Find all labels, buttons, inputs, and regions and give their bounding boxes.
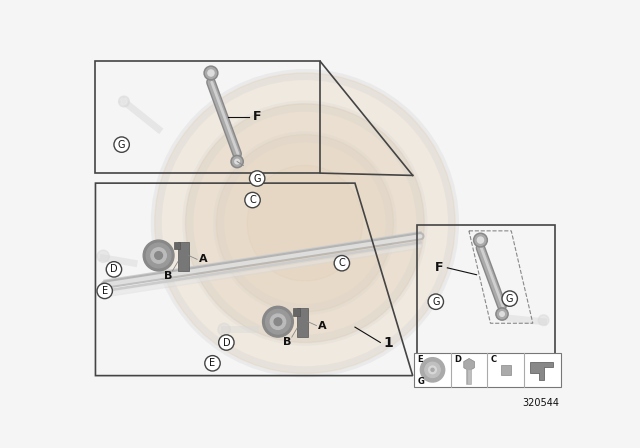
Text: G: G <box>253 173 261 184</box>
Circle shape <box>186 104 424 343</box>
Text: 2: 2 <box>481 356 491 370</box>
Text: G: G <box>432 297 440 307</box>
Circle shape <box>155 73 455 373</box>
Bar <box>174 241 180 250</box>
Bar <box>414 353 561 387</box>
Circle shape <box>121 99 127 104</box>
Text: 320544: 320544 <box>522 398 559 408</box>
Text: C: C <box>249 195 256 205</box>
Text: F: F <box>435 261 444 274</box>
Text: C: C <box>490 355 497 364</box>
Circle shape <box>538 315 549 326</box>
Bar <box>500 365 511 375</box>
Circle shape <box>474 233 488 247</box>
Circle shape <box>219 335 234 350</box>
Circle shape <box>496 308 508 320</box>
Circle shape <box>218 323 230 336</box>
Circle shape <box>266 310 291 334</box>
Circle shape <box>425 362 440 378</box>
Text: B: B <box>164 271 172 280</box>
Circle shape <box>475 235 486 246</box>
Text: G: G <box>118 140 125 150</box>
Circle shape <box>250 171 265 186</box>
Text: D: D <box>110 264 118 274</box>
Circle shape <box>497 310 507 319</box>
Circle shape <box>147 243 171 268</box>
Circle shape <box>97 250 109 263</box>
Circle shape <box>431 368 434 371</box>
Circle shape <box>151 248 166 263</box>
Bar <box>297 308 308 337</box>
Polygon shape <box>530 362 553 379</box>
Text: F: F <box>253 110 261 123</box>
Text: A: A <box>198 254 207 264</box>
Text: E: E <box>209 358 216 368</box>
Circle shape <box>262 306 293 337</box>
Circle shape <box>235 159 239 164</box>
Circle shape <box>274 318 282 326</box>
Circle shape <box>97 283 113 299</box>
Circle shape <box>231 155 243 168</box>
Text: 1: 1 <box>383 336 393 349</box>
Circle shape <box>232 157 242 166</box>
Circle shape <box>208 70 214 76</box>
Circle shape <box>422 359 444 381</box>
Text: D: D <box>454 355 461 364</box>
Circle shape <box>143 240 174 271</box>
Circle shape <box>245 192 260 208</box>
Circle shape <box>247 165 363 281</box>
Circle shape <box>428 294 444 310</box>
Circle shape <box>114 137 129 152</box>
Circle shape <box>106 262 122 277</box>
Circle shape <box>205 356 220 371</box>
Circle shape <box>477 237 484 243</box>
Bar <box>293 308 300 315</box>
Circle shape <box>216 134 394 312</box>
Circle shape <box>429 366 436 374</box>
Circle shape <box>155 252 163 259</box>
Circle shape <box>270 314 285 329</box>
Text: G: G <box>506 293 513 304</box>
Text: E: E <box>417 355 423 364</box>
Text: E: E <box>102 286 108 296</box>
Text: B: B <box>283 337 291 347</box>
Text: D: D <box>223 337 230 348</box>
Circle shape <box>204 66 218 80</box>
Circle shape <box>500 312 504 316</box>
Circle shape <box>205 68 216 78</box>
Text: A: A <box>318 321 326 331</box>
Circle shape <box>502 291 517 306</box>
Text: C: C <box>339 258 345 268</box>
Circle shape <box>118 96 129 107</box>
Bar <box>178 241 189 271</box>
Circle shape <box>334 255 349 271</box>
Text: G: G <box>417 376 424 386</box>
